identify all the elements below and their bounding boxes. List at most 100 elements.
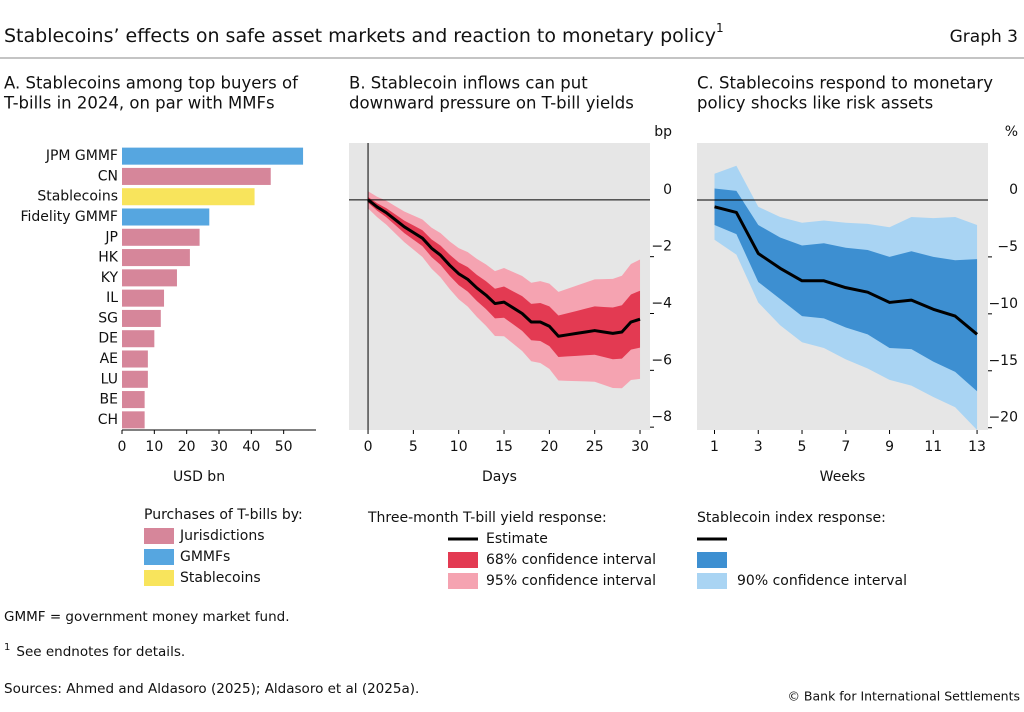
bar <box>122 188 255 206</box>
title-note: 1 <box>716 21 724 35</box>
legend-swatch <box>448 552 478 568</box>
title-text: Stablecoins’ effects on safe asset marke… <box>4 25 716 47</box>
legend-swatch <box>448 573 478 589</box>
category-label: AE <box>100 351 118 367</box>
legend-label: 90% confidence interval <box>737 573 907 589</box>
bar <box>122 167 271 185</box>
legend-label: GMMFs <box>180 549 230 565</box>
x-tick-label: 50 <box>275 439 293 455</box>
confidence-band <box>714 188 978 392</box>
legend-label: Jurisdictions <box>179 528 265 544</box>
category-label: SG <box>98 310 118 326</box>
y-tick-label: −20 <box>988 410 1018 426</box>
category-label: Fidelity GMMF <box>21 209 119 225</box>
x-tick-label: 13 <box>968 439 986 455</box>
panel-title: B. Stablecoin inflows can put <box>349 74 588 93</box>
panel-title: policy shocks like risk assets <box>697 94 933 113</box>
panel-title: C. Stablecoins respond to monetary <box>697 74 993 93</box>
category-label: JP <box>104 229 118 245</box>
y-unit: % <box>1005 124 1018 140</box>
y-tick-label: −10 <box>988 296 1018 312</box>
y-tick-label: 0 <box>1009 182 1018 198</box>
x-tick-label: 1 <box>710 439 719 455</box>
bar <box>122 391 145 409</box>
x-tick-label: 0 <box>364 439 373 455</box>
bar <box>122 289 165 307</box>
legend-swatch <box>144 570 174 586</box>
panel-title: T-bills in 2024, on par with MMFs <box>3 94 275 113</box>
bar <box>122 208 210 226</box>
x-tick-label: 5 <box>798 439 807 455</box>
category-label: HK <box>98 250 119 266</box>
footnote-text: See endnotes for details. <box>16 644 185 660</box>
bar <box>122 228 200 246</box>
x-tick-label: 11 <box>924 439 942 455</box>
x-tick-label: 10 <box>145 439 163 455</box>
category-label: BE <box>100 392 118 408</box>
y-tick-label: −15 <box>988 353 1018 369</box>
page-title: Stablecoins’ effects on safe asset marke… <box>4 21 724 47</box>
abbreviation-note: GMMF = government money market fund. <box>4 609 289 625</box>
bar <box>122 411 145 429</box>
x-tick-label: 25 <box>586 439 604 455</box>
y-tick-label: −4 <box>651 295 672 311</box>
x-axis-label: Days <box>482 469 517 485</box>
x-tick-label: 5 <box>409 439 418 455</box>
bar <box>122 350 148 368</box>
x-tick-label: 9 <box>885 439 894 455</box>
category-label: IL <box>106 290 118 306</box>
category-label: LU <box>101 371 118 387</box>
legend-swatch <box>144 549 174 565</box>
legend-title: Three-month T-bill yield response: <box>367 510 607 526</box>
bar <box>122 370 148 388</box>
estimate-line <box>714 205 979 336</box>
confidence-band <box>368 196 641 360</box>
y-unit: bp <box>654 124 672 140</box>
category-label: KY <box>101 270 119 286</box>
x-tick-label: 20 <box>540 439 558 455</box>
x-tick-label: 30 <box>210 439 228 455</box>
legend-swatch <box>697 573 727 589</box>
x-tick-label: 0 <box>118 439 127 455</box>
legend-swatch <box>144 528 174 544</box>
y-tick-label: −8 <box>651 409 672 425</box>
x-tick-label: 15 <box>495 439 513 455</box>
x-tick-label: 7 <box>841 439 850 455</box>
y-tick-label: −6 <box>651 352 672 368</box>
legend-label: Estimate <box>486 531 548 547</box>
estimate-line <box>367 198 641 338</box>
legend-label: 95% confidence interval <box>486 573 656 589</box>
category-label: CN <box>98 168 118 184</box>
y-tick-label: 0 <box>663 182 672 198</box>
legend-label: Stablecoins <box>180 570 261 586</box>
bar <box>122 309 161 327</box>
legend-label: 68% confidence interval <box>486 552 656 568</box>
panel-title: A. Stablecoins among top buyers of <box>4 74 299 93</box>
x-tick-label: 40 <box>242 439 260 455</box>
category-label: Stablecoins <box>37 189 118 205</box>
category-label: DE <box>98 331 118 347</box>
legend-title: Purchases of T-bills by: <box>144 507 303 523</box>
x-tick-label: 10 <box>450 439 468 455</box>
y-tick-label: −5 <box>997 239 1018 255</box>
sources: Sources: Ahmed and Aldasoro (2025); Alda… <box>4 681 419 697</box>
x-tick-label: 20 <box>178 439 196 455</box>
legend-swatch <box>697 552 727 568</box>
x-axis-label: Weeks <box>820 469 866 485</box>
legend-title: Stablecoin index response: <box>697 510 886 526</box>
bar <box>122 147 304 165</box>
copyright: © Bank for International Settlements <box>787 689 1020 704</box>
graph-label: Graph 3 <box>950 27 1018 47</box>
y-tick-label: −2 <box>651 239 672 255</box>
x-axis-label: USD bn <box>173 469 225 485</box>
category-label: CH <box>98 412 118 428</box>
footnote: 1 See endnotes for details. <box>4 642 185 660</box>
footnote-mark: 1 <box>4 642 10 653</box>
bar <box>122 269 177 287</box>
x-tick-label: 3 <box>754 439 763 455</box>
bar <box>122 330 155 348</box>
panel-title: downward pressure on T-bill yields <box>349 94 634 113</box>
category-label: JPM GMMF <box>45 148 118 164</box>
